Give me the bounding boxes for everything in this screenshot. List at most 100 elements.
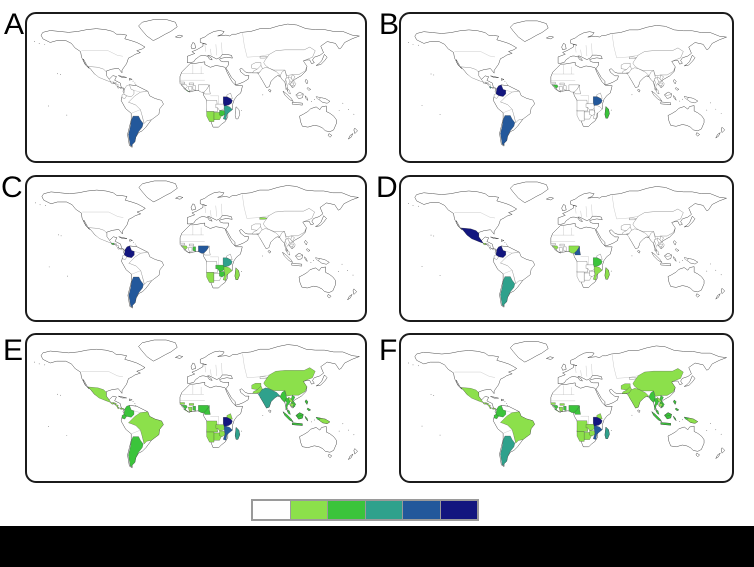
continent-north-america xyxy=(42,189,146,251)
country-kenya xyxy=(227,92,233,99)
continent-north-america xyxy=(414,190,518,251)
japan-islands xyxy=(684,215,696,228)
bottom-black-bar xyxy=(0,526,754,567)
country-liberia xyxy=(556,89,562,93)
world-map-svg xyxy=(408,341,728,467)
country-guatemala xyxy=(111,242,115,245)
legend-swatch-level-0 xyxy=(252,500,291,520)
tasmania-island xyxy=(696,452,701,457)
country-burkina-faso xyxy=(189,243,195,246)
tasmania-island xyxy=(328,453,333,458)
continent-australia xyxy=(299,266,337,293)
country-malaysia xyxy=(287,250,304,257)
baja-peninsula xyxy=(456,59,463,69)
country-angola xyxy=(577,99,589,112)
ocean-specks xyxy=(408,42,722,115)
country-costa-rica xyxy=(117,86,120,89)
country-ivory-coast xyxy=(188,247,193,253)
country-costa-rica xyxy=(118,247,121,250)
greenland xyxy=(139,180,178,203)
country-madagascar xyxy=(235,427,241,440)
map-panel-c xyxy=(25,175,367,322)
country-guatemala xyxy=(483,81,487,85)
country-kenya xyxy=(226,253,233,260)
country-ghana xyxy=(193,85,197,91)
country-myanmar xyxy=(649,390,656,403)
country-cambodia xyxy=(659,403,664,407)
interior-borders xyxy=(454,195,639,284)
country-zimbabwe xyxy=(589,109,596,116)
country-mexico xyxy=(88,66,112,83)
japan-islands xyxy=(684,54,696,67)
greenland xyxy=(138,19,178,41)
country-madagascar xyxy=(605,267,610,280)
greenland xyxy=(510,341,549,363)
country-zimbabwe xyxy=(219,110,226,117)
country-madagascar xyxy=(605,106,610,119)
country-namibia xyxy=(206,111,215,122)
hispaniola-island xyxy=(501,78,505,81)
country-tanzania xyxy=(593,257,603,267)
tasmania-island xyxy=(696,293,701,298)
country-ivory-coast xyxy=(188,86,193,92)
hispaniola-island xyxy=(501,398,505,401)
country-argentina xyxy=(128,115,144,147)
country-india xyxy=(258,228,281,249)
world-map-svg xyxy=(35,180,360,309)
country-tanzania xyxy=(223,417,233,427)
country-namibia xyxy=(206,431,215,443)
country-mozambique xyxy=(593,265,603,281)
country-kenya xyxy=(227,413,233,420)
country-costa-rica xyxy=(489,86,492,89)
sri-lanka-island xyxy=(268,250,272,254)
iceland-island xyxy=(175,355,184,359)
new-zealand-islands xyxy=(715,287,726,300)
country-panama xyxy=(492,87,497,89)
country-pakistan xyxy=(622,386,633,394)
country-angola xyxy=(577,420,589,432)
country-guinea xyxy=(182,405,188,410)
tasmania-island xyxy=(328,133,333,138)
country-ivory-coast xyxy=(559,86,564,92)
continents xyxy=(414,181,728,308)
countries xyxy=(460,368,699,466)
country-china xyxy=(633,208,684,237)
country-india xyxy=(627,228,650,249)
country-cambodia xyxy=(659,243,664,247)
country-senegal xyxy=(551,242,556,246)
tasmania-island xyxy=(696,132,701,137)
country-zimbabwe xyxy=(219,430,226,437)
panel-label-f: F xyxy=(379,334,398,367)
country-guinea xyxy=(552,405,559,410)
country-panama xyxy=(492,407,497,410)
panel-label-d: D xyxy=(376,171,398,204)
country-cameroon xyxy=(574,245,582,255)
country-philippines xyxy=(304,240,311,252)
country-argentina xyxy=(128,436,144,468)
country-burkina-faso xyxy=(560,243,565,246)
country-kenya xyxy=(597,253,603,260)
greenland xyxy=(510,181,549,203)
country-costa-rica xyxy=(489,247,492,250)
baja-peninsula xyxy=(83,379,90,389)
country-panama xyxy=(492,248,497,250)
map-panel-d xyxy=(399,175,734,322)
country-guinea xyxy=(552,84,559,89)
country-india xyxy=(258,387,281,409)
japan-islands xyxy=(684,375,696,387)
panel-label-e: E xyxy=(3,334,24,367)
countries xyxy=(460,208,699,307)
country-namibia xyxy=(577,431,585,442)
country-brazil xyxy=(500,411,536,444)
baja-peninsula xyxy=(456,379,463,390)
cuba-island xyxy=(118,236,128,239)
continents xyxy=(414,341,728,467)
country-malaysia xyxy=(287,409,304,417)
country-pakistan xyxy=(252,65,264,73)
hispaniola-island xyxy=(129,398,133,401)
hispaniola-island xyxy=(129,239,134,242)
country-namibia xyxy=(577,110,585,121)
country-china xyxy=(263,208,316,237)
cuba-island xyxy=(118,395,128,399)
country-china xyxy=(263,46,316,76)
